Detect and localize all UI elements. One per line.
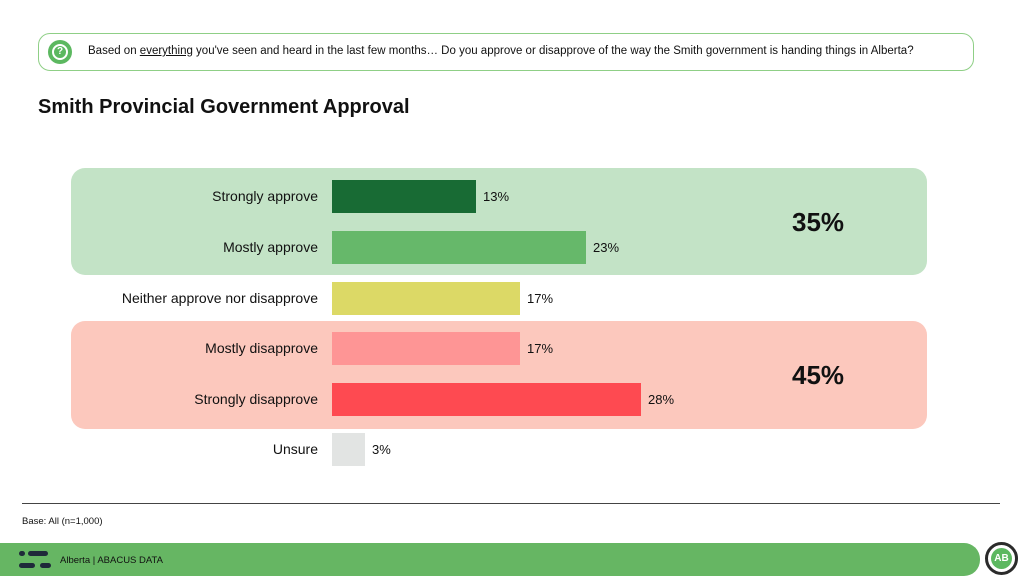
value-label-unsure: 3% [372,442,391,457]
bar-mostly-disapprove [332,332,520,365]
value-label-strongly-approve: 13% [483,189,510,204]
category-label-mostly-disapprove: Mostly disapprove [205,340,318,356]
question-text: Based on everything you've seen and hear… [88,45,914,57]
question-icon: ? [48,40,72,64]
value-label-mostly-disapprove: 17% [527,341,554,356]
question-emphasis: everything [139,45,193,57]
disapprove-total: 45% [792,360,845,390]
question-prefix: Based on [88,45,140,57]
category-label-mostly-approve: Mostly approve [223,239,318,255]
footer-bar [0,543,980,576]
bar-unsure [332,433,365,466]
footer-divider [22,503,1000,504]
bar-strongly-approve [332,180,476,213]
category-label-neither-approve-nor-disapprove: Neither approve nor disapprove [121,290,318,306]
ab-badge-label: AB [991,548,1012,569]
bar-mostly-approve [332,231,586,264]
question-suffix: you've seen and heard in the last few mo… [192,45,914,57]
value-label-mostly-approve: 23% [593,240,620,255]
category-label-strongly-approve: Strongly approve [212,188,318,204]
footer-text: Alberta | ABACUS DATA [60,555,163,566]
base-note: Base: All (n=1,000) [22,516,103,527]
category-label-unsure: Unsure [272,441,318,457]
approve-total: 35% [792,207,845,237]
ab-badge: AB [985,542,1018,575]
bar-strongly-disapprove [332,383,641,416]
abacus-logo-icon [19,551,51,568]
chart-title: Smith Provincial Government Approval [38,96,410,118]
bar-neither-approve-nor-disapprove [332,282,520,315]
category-label-strongly-disapprove: Strongly disapprove [194,391,318,407]
value-label-neither-approve-nor-disapprove: 17% [527,291,554,306]
value-label-strongly-disapprove: 28% [648,392,675,407]
question-box: ? Based on everything you've seen and he… [38,33,974,71]
